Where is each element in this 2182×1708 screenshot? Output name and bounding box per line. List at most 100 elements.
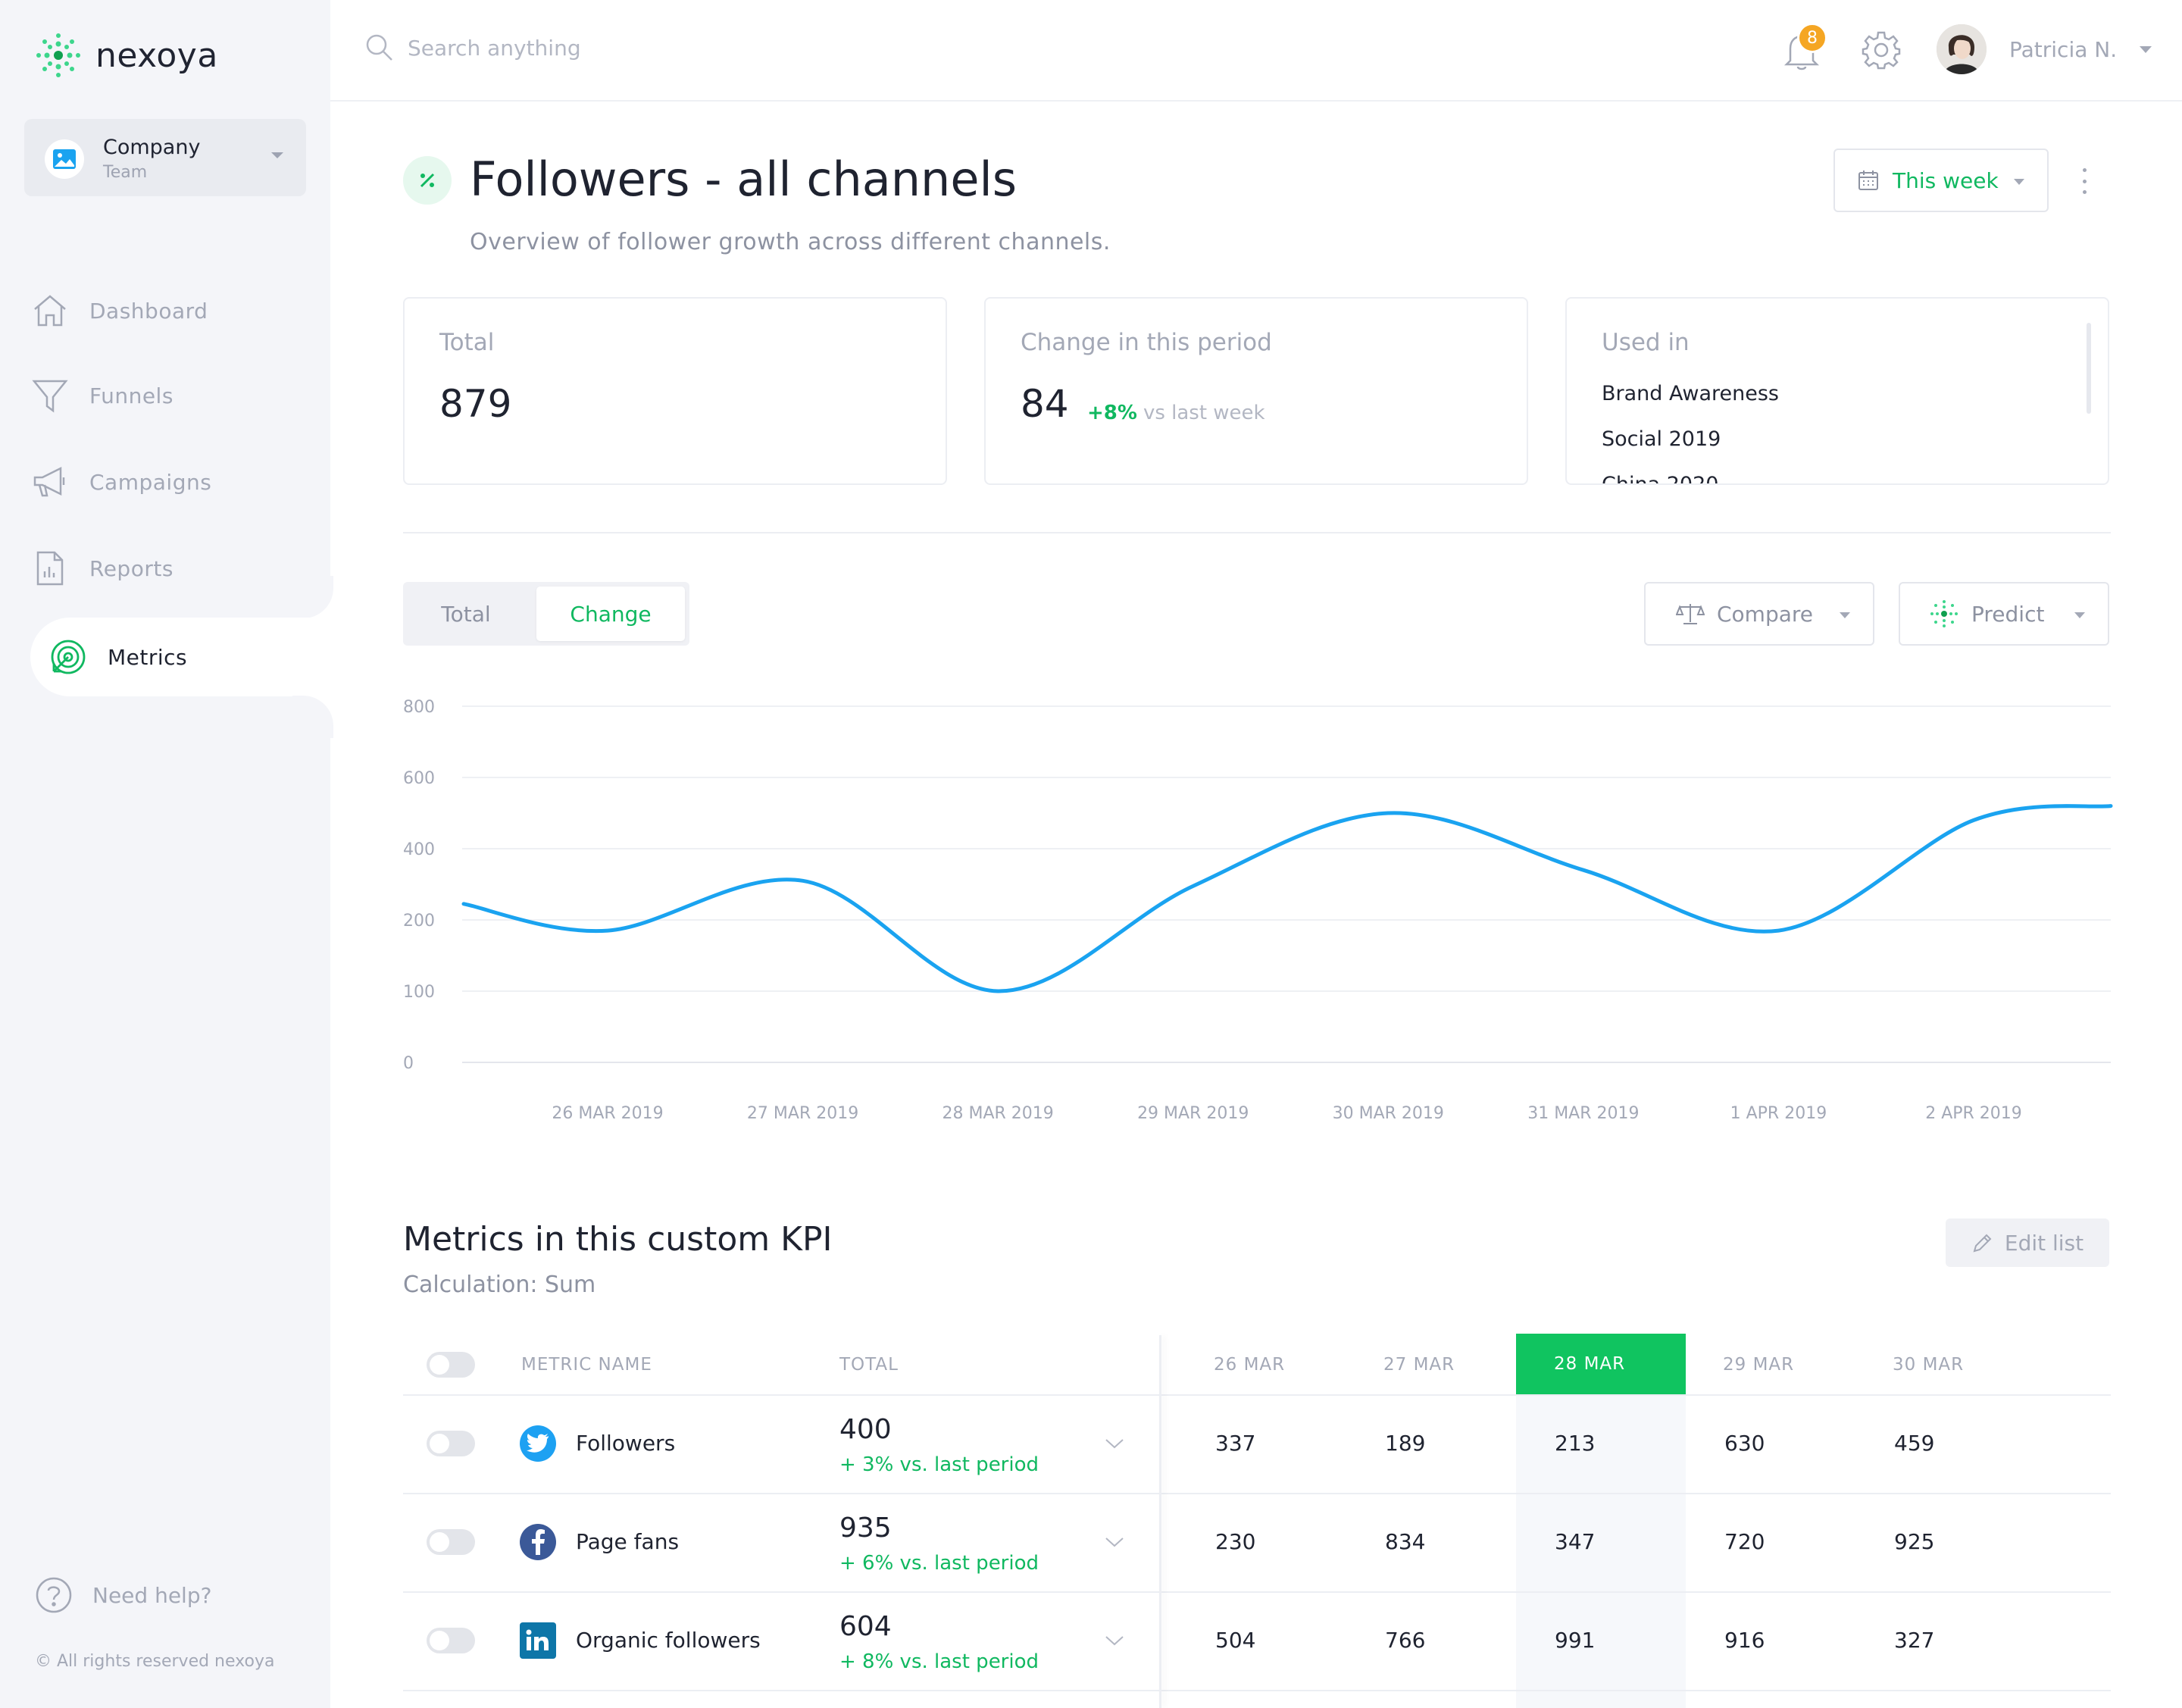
metrics-section-title: Metrics in this custom KPI <box>403 1220 833 1259</box>
y-tick-label: 200 <box>403 912 435 931</box>
active-tab-curve <box>292 576 333 618</box>
help-icon <box>36 1577 72 1613</box>
chevron-down-icon <box>2014 179 2024 185</box>
table-cell: 720 <box>1724 1529 1765 1554</box>
card-label: Used in <box>1602 329 1690 356</box>
compare-label: Compare <box>1717 601 1814 627</box>
table-cell: 766 <box>1385 1628 1426 1653</box>
column-header-metric-name[interactable]: METRIC NAME <box>521 1355 652 1375</box>
edit-list-button[interactable]: Edit list <box>1946 1218 2109 1267</box>
chevron-down-icon[interactable] <box>1105 1536 1124 1548</box>
series-line[interactable] <box>461 804 2113 993</box>
facebook-icon <box>520 1524 556 1560</box>
header-divider <box>403 1394 2111 1396</box>
app-name: nexoya <box>95 36 218 75</box>
scrollbar[interactable] <box>2087 323 2091 414</box>
table-cell: 189 <box>1385 1431 1426 1456</box>
used-in-item[interactable]: Social 2019 <box>1602 427 1721 451</box>
page-subtitle: Overview of follower growth across diffe… <box>470 229 1111 255</box>
column-header-27-mar[interactable]: 27 MAR <box>1383 1355 1455 1375</box>
twitter-icon <box>520 1425 556 1462</box>
x-tick-label: 1 APR 2019 <box>1730 1104 1827 1123</box>
table-cell: 459 <box>1894 1431 1935 1456</box>
used-in-item[interactable]: Brand Awareness <box>1602 382 1779 405</box>
help-link[interactable]: Need help? <box>35 1576 211 1614</box>
column-header-30-mar[interactable]: 30 MAR <box>1893 1355 1965 1375</box>
column-header-29-mar[interactable]: 29 MAR <box>1723 1355 1795 1375</box>
megaphone-icon <box>30 462 70 502</box>
user-menu[interactable]: Patricia N. <box>1937 24 2152 74</box>
date-range-select[interactable]: This week <box>1833 149 2049 212</box>
used-in-item[interactable]: China 2020 <box>1602 473 1719 485</box>
predict-icon <box>1930 600 1958 627</box>
team-name: Company <box>103 136 201 159</box>
chevron-down-icon <box>2140 45 2152 53</box>
table-cell: 925 <box>1894 1529 1935 1554</box>
nexoya-logo-icon <box>36 33 80 77</box>
change-delta: +8% <box>1087 402 1137 424</box>
nav-label: Metrics <box>108 644 188 670</box>
change-suffix: vs last week <box>1143 402 1265 424</box>
nav-item-dashboard[interactable]: Dashboard <box>30 288 208 333</box>
column-header-total[interactable]: TOTAL <box>839 1355 899 1375</box>
sidebar: nexoya Company Team Dashboard Funnels Ca… <box>0 0 333 1708</box>
compare-button[interactable]: Compare <box>1644 582 1874 646</box>
toggle-change[interactable]: Change <box>536 587 685 641</box>
home-icon <box>30 291 70 330</box>
row-switch[interactable] <box>427 1628 475 1653</box>
date-range-label: This week <box>1893 167 1999 193</box>
help-label: Need help? <box>92 1582 212 1608</box>
x-tick-label: 29 MAR 2019 <box>1137 1104 1249 1123</box>
chevron-down-icon <box>2074 612 2085 618</box>
user-name: Patricia N. <box>2009 36 2118 62</box>
predict-label: Predict <box>1971 601 2045 627</box>
change-card: Change in this period 84 +8% vs last week <box>984 297 1528 485</box>
nav-item-funnels[interactable]: Funnels <box>30 373 173 418</box>
y-tick-label: 400 <box>403 840 435 859</box>
metric-name: Followers <box>576 1431 676 1456</box>
team-switcher[interactable]: Company Team <box>24 119 306 196</box>
logo[interactable]: nexoya <box>35 32 218 79</box>
y-tick-label: 600 <box>403 769 435 788</box>
predict-button[interactable]: Predict <box>1899 582 2109 646</box>
row-switch[interactable] <box>427 1431 475 1456</box>
page-title: Followers - all channels <box>470 152 1017 207</box>
notification-badge: 8 <box>1797 23 1827 53</box>
nav-label: Campaigns <box>89 469 212 495</box>
metric-name: Page fans <box>576 1529 680 1554</box>
nav-item-reports[interactable]: Reports <box>30 546 173 591</box>
metric-delta: + 8% vs. last period <box>839 1650 1039 1673</box>
scale-icon <box>1676 604 1705 624</box>
total-card: Total 879 <box>403 297 947 485</box>
linkedin-icon <box>520 1622 556 1659</box>
search-input[interactable] <box>408 35 862 61</box>
nav-item-campaigns[interactable]: Campaigns <box>30 459 211 505</box>
nav-label: Dashboard <box>89 298 208 324</box>
row-switch[interactable] <box>427 1529 475 1555</box>
used-in-list: Brand Awareness Social 2019 China 2020 <box>1602 382 1779 485</box>
x-tick-label: 28 MAR 2019 <box>942 1104 1053 1123</box>
card-value: 879 <box>439 382 512 426</box>
nav-label: Funnels <box>89 383 173 408</box>
divider <box>403 532 2111 533</box>
y-tick-label: 0 <box>403 1054 414 1073</box>
row-divider <box>403 1591 2111 1593</box>
chart-mode-toggle: Total Change <box>403 582 689 646</box>
more-options-button[interactable] <box>2079 168 2090 194</box>
row-divider <box>403 1690 2111 1691</box>
chevron-down-icon[interactable] <box>1105 1437 1124 1450</box>
column-header-26-mar[interactable]: 26 MAR <box>1214 1355 1286 1375</box>
toggle-all-switch[interactable] <box>427 1352 475 1378</box>
nav-item-metrics[interactable]: Metrics <box>30 634 187 680</box>
edit-list-label: Edit list <box>2004 1230 2084 1256</box>
search <box>365 33 862 62</box>
chevron-down-icon[interactable] <box>1105 1634 1124 1647</box>
column-header-28-mar[interactable]: 28 MAR <box>1516 1334 1686 1394</box>
report-icon <box>30 549 70 588</box>
metric-total: 604 <box>839 1611 892 1642</box>
used-in-card: Used in Brand Awareness Social 2019 Chin… <box>1565 297 2109 485</box>
toggle-total[interactable]: Total <box>441 601 491 627</box>
settings-button[interactable] <box>1862 30 1901 73</box>
funnel-icon <box>30 376 70 415</box>
gear-icon <box>1862 31 1901 70</box>
